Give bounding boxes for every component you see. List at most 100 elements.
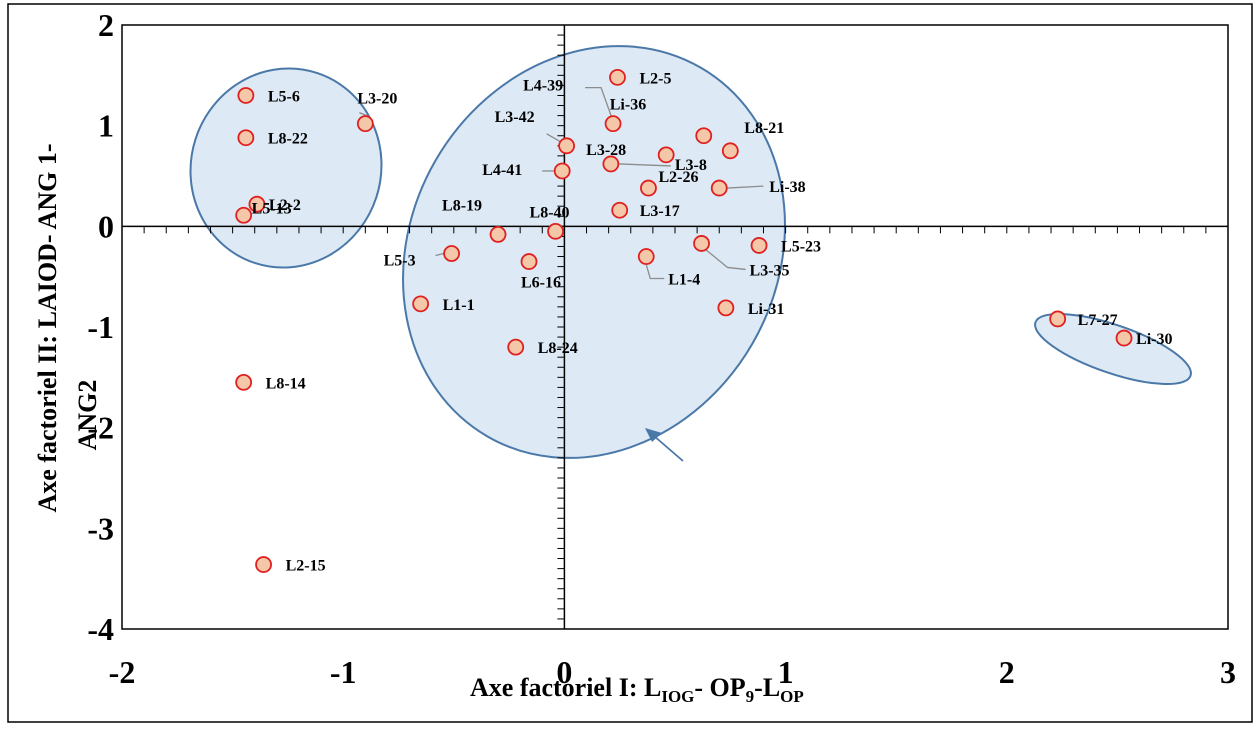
point-label: L6-16 [521,275,561,292]
point-label: L1-4 [668,272,700,289]
data-point [489,225,507,243]
data-point [1049,310,1067,328]
x-title-sub3: OP [780,687,804,706]
data-point [750,237,768,254]
y-tick-label: -4 [87,611,114,647]
x-title-mid: - OP [694,673,745,702]
point-label: L8-22 [268,131,308,148]
data-point [237,129,255,147]
point-label: L5-23 [781,238,821,255]
leader-line [705,248,746,271]
leader-lines [359,87,764,280]
axis-ticks [143,34,1207,620]
y-tick-label: 1 [98,108,114,144]
data-point [412,295,430,313]
data-point [602,155,620,173]
data-point [693,235,710,252]
data-points [235,68,1133,573]
leader-line [645,264,665,280]
data-point [235,206,253,224]
data-point [1115,329,1133,347]
point-label: L5-6 [268,88,300,105]
point-label: L4-39 [523,78,563,95]
x-tick-labels: -2 -1 0 1 2 3 [109,654,1236,690]
data-point [255,556,272,573]
data-point [237,87,255,104]
y-tick-label: -1 [87,309,114,345]
leader-line [546,133,561,143]
data-point [558,137,576,155]
leader-line [727,185,764,189]
point-label: L4-41 [482,162,522,179]
x-tick-label: 0 [556,654,572,690]
point-label: L3-35 [750,262,790,279]
point-labels: L5-6 L3-20 L8-22 L2-2L5-13 L2-5 L4-39 Li-36 L8-… [252,70,1173,574]
leader-line [585,87,612,116]
leader-line [435,252,444,257]
point-label: L3-42 [495,109,535,126]
y-tick-label: -2 [87,410,114,446]
point-label: L2-5 [639,70,671,87]
data-point [604,115,622,133]
point-label: L2-2 [269,197,301,214]
point-label: L5-3 [384,253,416,270]
point-label: L8-14 [266,375,306,392]
x-tick-label: 2 [999,654,1015,690]
y-axis-title-line1: Axe factoriel II: LAIOD- ANG 1- [33,144,62,513]
arrow-annotation [645,428,684,462]
point-label: L8-40 [530,204,570,221]
data-point [443,245,460,262]
point-label: L8-24 [538,340,578,357]
point-label: L3-8 [675,157,707,174]
y-axis-title-line2: ANG2 [73,380,102,451]
x-title-mid2: -L [754,673,780,702]
x-axis-title: Axe factoriel I: LIOG- OP9-LOP [470,673,804,706]
data-point [637,248,655,265]
data-point [657,146,675,164]
data-point [609,68,626,86]
data-point [695,127,713,145]
x-tick-label: 3 [1220,654,1236,690]
point-label: L1-1 [443,297,475,314]
point-label: Li-36 [610,97,646,114]
point-label: Li-30 [1136,331,1172,348]
x-tick-label: -1 [330,654,357,690]
point-label: L8-21 [744,120,784,137]
point-label: L3-28 [586,142,626,159]
data-point [611,201,629,219]
point-label: Li-31 [748,301,784,318]
data-point [721,142,739,160]
point-label: L5-13 [252,200,292,217]
point-label: Li-38 [769,179,805,196]
data-point [553,162,571,180]
data-point [547,222,564,240]
data-point [235,373,253,391]
cluster-ellipse-center [402,45,786,459]
x-title-sub1: IOG [661,687,694,706]
y-tick-label: -3 [87,510,114,546]
point-label: L2-15 [286,558,326,575]
x-title-main: Axe factoriel I: L [470,673,661,702]
data-point [640,179,657,197]
y-tick-label: 0 [98,208,114,244]
x-tick-label: 1 [778,654,794,690]
data-point [507,338,525,356]
point-label: L3-17 [640,203,680,220]
data-point [248,195,266,213]
data-point [520,253,538,270]
y-tick-label: 2 [98,7,114,43]
data-point [717,299,735,317]
x-tick-label: -2 [109,654,136,690]
point-label: L8-19 [442,197,482,214]
leader-line [618,163,671,167]
cluster-ellipse-right [1034,312,1192,386]
point-label: L7-27 [1078,312,1118,329]
x-title-sub2: 9 [746,687,755,706]
point-label: L3-20 [357,91,397,108]
data-point [356,115,374,133]
point-label: L2-26 [658,169,698,186]
y-tick-labels: 2 1 0 -1 -2 -3 -4 [87,7,114,647]
data-point [710,179,728,197]
